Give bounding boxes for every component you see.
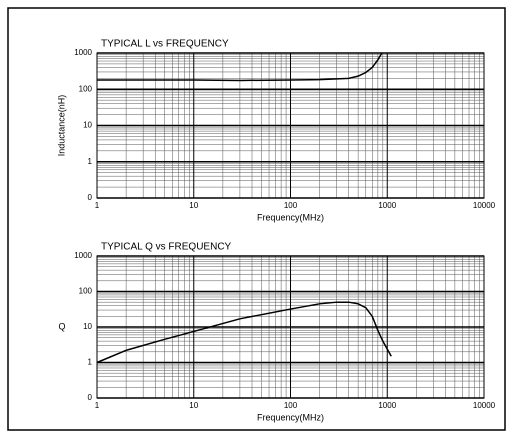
x-tick-label: 100 [284,201,298,210]
x-tick-label: 10000 [473,401,496,410]
y-tick-label: 100 [79,287,93,296]
y-axis-label: Q [58,321,65,331]
y-tick-label: 1000 [74,48,92,57]
x-tick-label: 10000 [473,201,496,210]
chart-title: TYPICAL L vs FREQUENCY [101,39,229,50]
y-tick-label: 10 [83,121,92,130]
x-axis-label: Frequency(MHz) [257,212,324,222]
y-tick-label: 10 [83,322,92,331]
y-tick-label: 1 [88,358,93,367]
x-tick-label: 1 [95,201,100,210]
y-tick-label: 100 [79,84,93,93]
x-tick-label: 1 [95,401,100,410]
x-tick-label: 1000 [378,201,396,210]
y-tick-label: 1000 [74,251,92,260]
chart-title: TYPICAL Q vs FREQUENCY [101,242,232,253]
y-tick-label: 0 [88,193,93,202]
y-tick-label: 0 [88,393,93,402]
y-tick-label: 1 [88,157,93,166]
x-tick-label: 100 [284,401,298,410]
x-tick-label: 10 [189,401,198,410]
x-tick-label: 1000 [378,401,396,410]
x-tick-label: 10 [189,201,198,210]
data-line [96,301,392,364]
frame [7,7,506,431]
data-line [97,52,383,82]
x-axis-label: Frequency(MHz) [257,412,324,422]
y-axis-label: Inductance(nH) [56,95,66,157]
